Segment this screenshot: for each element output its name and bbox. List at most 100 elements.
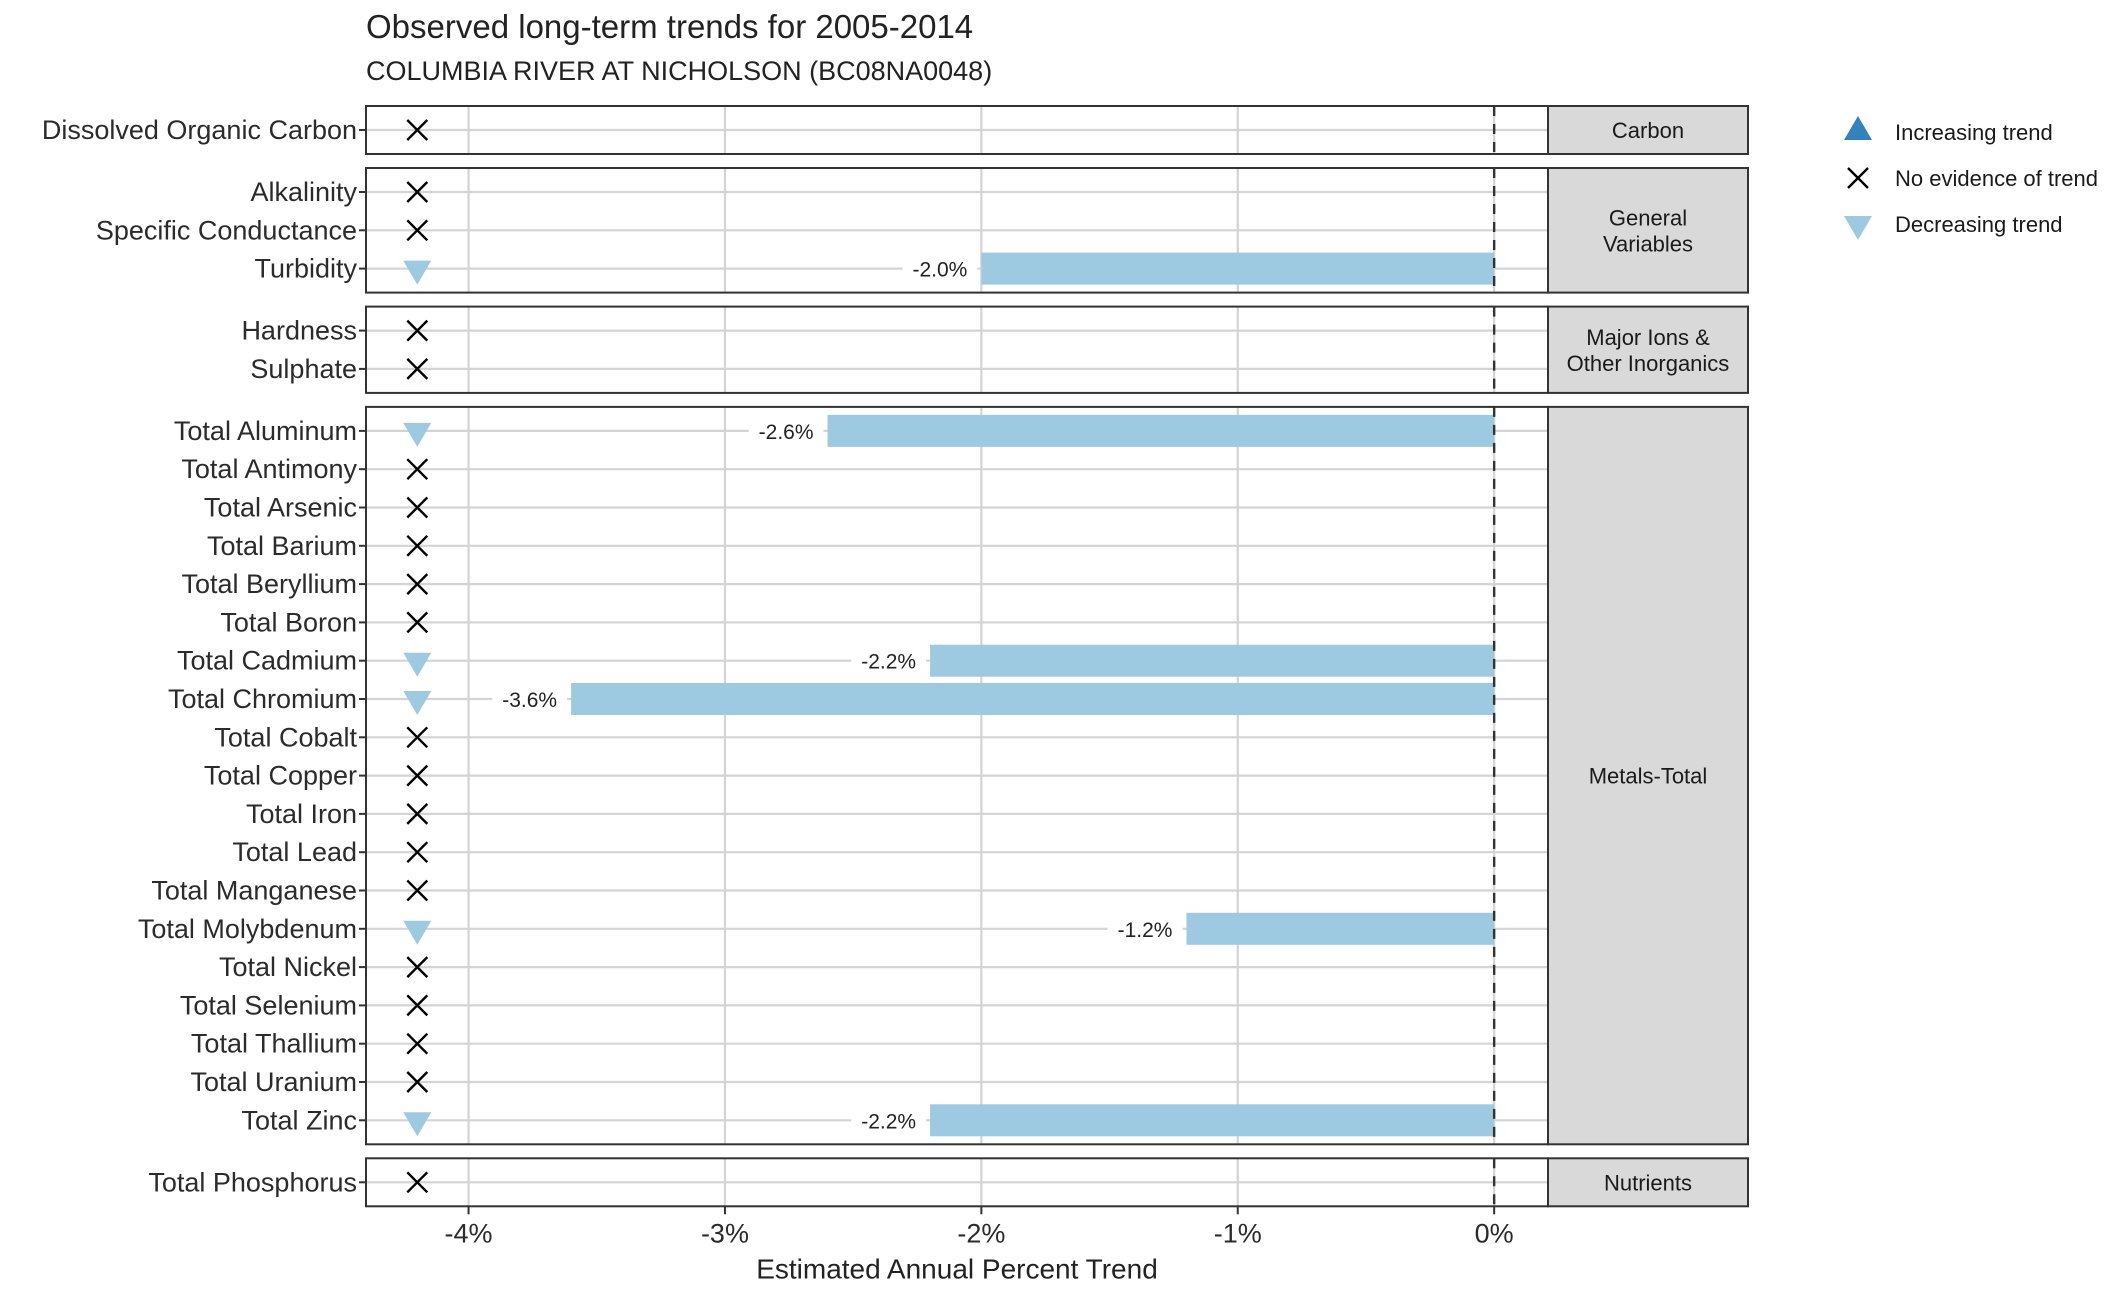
no-trend-x-marker [406,458,429,481]
no-trend-x-marker [406,803,429,825]
trend-bar [930,644,1495,677]
y-tick-label: Total Antimony [181,454,357,484]
facet-panel: Alkalinity Specific Conductance -2.0% Turbi… [96,167,1749,294]
y-tick-label: Total Copper [204,761,357,791]
x-tick-label: -1% [1214,1218,1262,1248]
no-trend-x-marker [406,764,429,787]
legend-label: Decreasing trend [1895,212,2063,237]
no-trend-x-marker [406,358,429,380]
label-background [851,648,927,676]
facet-strip-label: Other Inorganics [1567,351,1730,376]
legend-increasing-marker [1844,116,1872,140]
label-background [492,687,568,714]
y-tick-label: Total Arsenic [204,493,357,523]
x-tick-label: 0% [1475,1218,1514,1248]
trend-bar [1186,912,1495,945]
x-tick-label: -2% [957,1218,1005,1248]
no-trend-x-marker [406,879,429,902]
y-tick-label: Total Iron [246,799,357,829]
y-tick-label: Total Aluminum [174,416,357,446]
label-background [1107,916,1183,944]
bar-value-label: -2.2% [861,1110,916,1133]
y-tick-label: Total Boron [220,607,357,637]
facet-strip-label: Nutrients [1604,1170,1692,1195]
x-tick-label: -4% [445,1218,493,1248]
y-tick-label: Turbidity [254,254,357,284]
facet-strip [1547,167,1749,294]
label-background [748,418,824,446]
bar-value-label: -2.0% [912,259,967,282]
facet-strip-label: Carbon [1612,118,1684,143]
facet-strip-label: Metals-Total [1589,764,1708,789]
legend-decreasing-marker [1844,216,1872,240]
no-trend-x-marker [406,496,429,519]
no-trend-x-marker [406,1171,429,1194]
trend-bar [981,252,1495,285]
y-tick-label: Total Phosphorus [148,1167,357,1197]
decreasing-triangle-marker [403,422,432,447]
bar-value-label: -2.2% [861,651,916,674]
no-trend-x-marker [406,573,429,595]
y-tick-label: Total Cobalt [214,722,357,752]
y-tick-label: Sulphate [250,354,357,384]
no-trend-x-marker [406,534,429,557]
no-trend-x-marker [406,994,429,1017]
y-tick-label: Total Nickel [219,952,357,982]
y-tick-label: Total Selenium [180,990,357,1020]
no-trend-x-marker [406,219,429,242]
y-tick-label: Total Uranium [190,1067,357,1097]
bar-value-label: -2.6% [759,421,814,444]
legend-label: No evidence of trend [1895,166,2098,191]
legend-x-marker [1847,167,1869,189]
no-trend-x-marker [406,1071,429,1093]
y-tick-label: Alkalinity [250,177,357,207]
chart-subtitle: COLUMBIA RIVER AT NICHOLSON (BC08NA0048) [366,56,993,86]
no-trend-x-marker [406,1032,429,1055]
no-trend-x-marker [406,841,429,864]
facet-strip-label: Major Ions & [1586,325,1710,350]
x-tick-label: -3% [701,1218,749,1248]
no-trend-x-marker [406,956,429,978]
facet-strip [1547,1157,1749,1208]
y-tick-label: Total Chromium [168,684,357,714]
facet-strip [1547,105,1749,155]
panel-background [366,306,1548,393]
decreasing-triangle-marker [403,260,432,285]
y-tick-label: Total Zinc [241,1105,357,1135]
facet-strip [1547,405,1749,1146]
x-axis-label: Estimated Annual Percent Trend [756,1253,1158,1284]
y-tick-label: Specific Conductance [96,215,357,245]
y-tick-label: Total Beryllium [181,569,357,599]
facet-panel: Dissolved Organic Carbon Carbon [42,105,1749,155]
trend-bar [571,683,1495,715]
no-trend-x-marker [406,119,429,141]
y-tick-label: Dissolved Organic Carbon [42,115,357,145]
chart-title: Observed long-term trends for 2005-2014 [366,8,974,45]
trend-bar [930,1104,1495,1137]
facet-strip-label: General [1609,205,1687,230]
decreasing-triangle-marker [403,691,432,715]
y-tick-label: Total Molybdenum [138,914,357,944]
y-tick-label: Total Lead [232,837,357,867]
no-trend-x-marker [406,181,429,203]
legend: Increasing trend No evidence of trend Decr… [1844,116,2098,240]
y-tick-label: Total Barium [207,531,357,561]
trend-bar [827,414,1495,447]
y-tick-label: Total Cadmium [177,646,357,676]
legend-label: Increasing trend [1895,120,2053,145]
no-trend-x-marker [406,726,429,749]
label-background [902,256,978,284]
decreasing-triangle-marker [403,920,432,945]
facet-panel: -2.6% Total Aluminum Total Antimony Total A… [138,405,1749,1146]
facet-strip [1547,305,1749,394]
bar-value-label: -1.2% [1118,919,1173,942]
bar-value-label: -3.6% [502,689,557,712]
no-trend-x-marker [406,611,429,634]
facet-panel: Total Phosphorus Nutrients [148,1157,1749,1208]
y-tick-label: Total Manganese [151,876,357,906]
y-tick-label: Total Thallium [191,1029,357,1059]
facet-strip-label: Variables [1603,231,1693,256]
label-background [851,1108,927,1136]
y-tick-label: Hardness [241,316,357,346]
